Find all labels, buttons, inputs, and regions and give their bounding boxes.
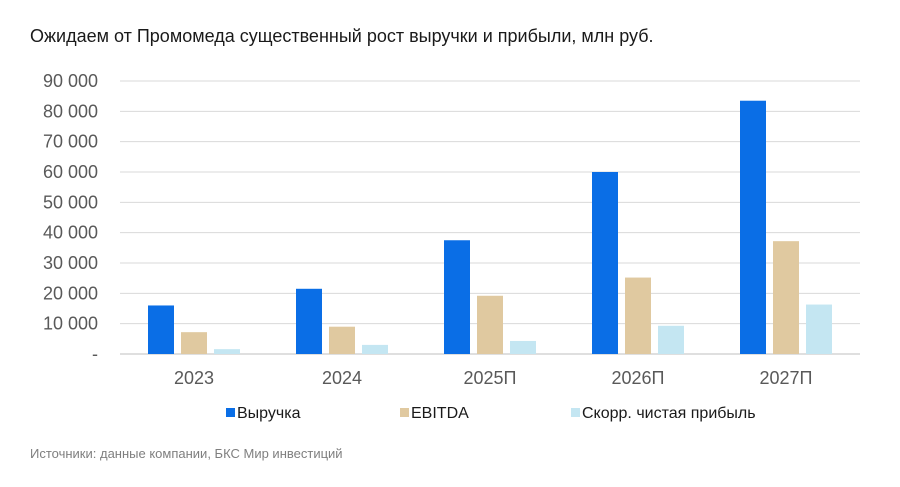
bar-revenue (740, 100, 766, 354)
bars (148, 100, 832, 354)
y-tick-label: 10 000 (43, 314, 98, 334)
legend-label: Скорр. чистая прибыль (582, 405, 756, 422)
legend-item-ebitda: EBITDA (400, 405, 469, 422)
bar-revenue (444, 240, 470, 354)
bar-chart: - 10 000 20 000 30 000 40 000 50 000 60 000 70 … (43, 71, 860, 422)
y-tick-label: 30 000 (43, 253, 98, 273)
legend-label: EBITDA (411, 405, 469, 422)
y-tick-label: - (92, 344, 98, 364)
bar-net-profit (658, 325, 684, 354)
y-tick-label: 60 000 (43, 162, 98, 182)
legend: Выручка EBITDA Скорр. чистая прибыль (226, 405, 756, 422)
legend-swatch (226, 408, 235, 417)
x-tick-label: 2023 (174, 368, 214, 388)
y-tick-label: 90 000 (43, 71, 98, 91)
bar-ebitda (329, 326, 355, 354)
legend-item-revenue: Выручка (226, 405, 301, 422)
legend-item-net-profit: Скорр. чистая прибыль (571, 405, 756, 422)
y-tick-label: 70 000 (43, 132, 98, 152)
bar-net-profit (510, 340, 536, 354)
x-axis-ticks: 2023 2024 2025П 2026П 2027П (174, 368, 813, 388)
source-note: Источники: данные компании, БКС Мир инве… (30, 446, 343, 461)
bar-ebitda (477, 295, 503, 354)
y-tick-label: 50 000 (43, 192, 98, 212)
legend-swatch (400, 408, 409, 417)
y-axis-ticks: - 10 000 20 000 30 000 40 000 50 000 60 000 70 … (43, 71, 98, 364)
chart-title: Ожидаем от Промомеда существенный рост в… (30, 26, 654, 46)
x-tick-label: 2026П (612, 368, 665, 388)
x-tick-label: 2027П (760, 368, 813, 388)
bar-ebitda (181, 332, 207, 354)
bar-ebitda (625, 277, 651, 354)
bar-revenue (148, 305, 174, 354)
bar-net-profit (806, 304, 832, 354)
bar-ebitda (773, 241, 799, 354)
y-tick-label: 40 000 (43, 223, 98, 243)
legend-swatch (571, 408, 580, 417)
bar-revenue (592, 172, 618, 354)
legend-label: Выручка (237, 405, 301, 422)
bar-revenue (296, 288, 322, 354)
bar-net-profit (362, 344, 388, 354)
y-tick-label: 20 000 (43, 283, 98, 303)
y-tick-label: 80 000 (43, 101, 98, 121)
x-tick-label: 2024 (322, 368, 362, 388)
x-tick-label: 2025П (464, 368, 517, 388)
bar-net-profit (214, 349, 240, 354)
